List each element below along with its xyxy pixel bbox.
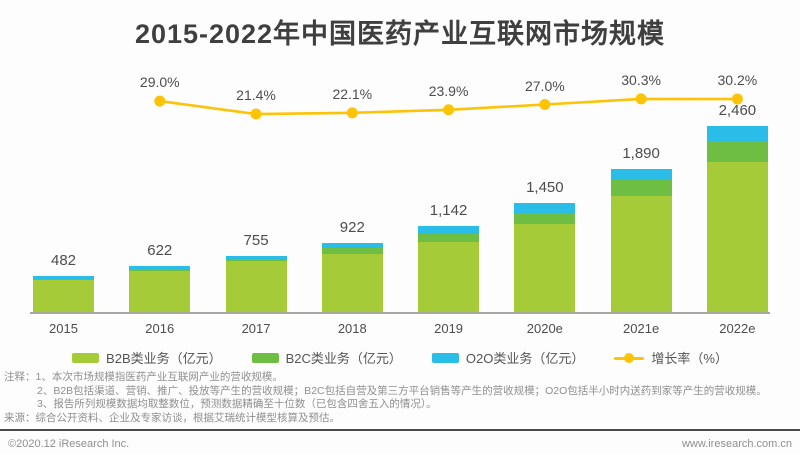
bar-segment (33, 280, 94, 313)
bar-segment (418, 242, 480, 313)
legend-item-b2c: B2C类业务（亿元） (251, 348, 402, 367)
bar-segment (706, 126, 768, 142)
bar-segment (418, 234, 480, 243)
legend-item-o2o: O2O类业务（亿元） (431, 348, 585, 367)
b2b-swatch-icon (72, 352, 100, 363)
growth-point (154, 95, 166, 107)
bar-column-2015 (33, 276, 94, 313)
legend: B2B类业务（亿元） B2C类业务（亿元） O2O类业务（亿元） 增长率（%） (0, 348, 800, 367)
growth-point (539, 99, 551, 110)
legend-label-b2c: B2C类业务（亿元） (285, 351, 402, 366)
legend-item-growth: 增长率（%） (614, 348, 728, 367)
note-line-1: 注释：1、本次市场规模指医药产业互联网产业的营收规模。 (4, 371, 283, 383)
bar-total-label: 2,460 (718, 102, 757, 120)
bar-segment (129, 271, 191, 313)
website-url: www.iresearch.com.cn (681, 438, 792, 450)
growth-point (731, 93, 743, 105)
bar-total-label: 755 (243, 231, 269, 249)
bar-total-label: 482 (50, 252, 77, 270)
bar-segment (514, 223, 576, 313)
bar-column-2016 (129, 265, 191, 313)
growth-point (346, 107, 358, 119)
note-line-2: 2、B2B包括渠道、营销、推广、投放等产生的营收规模；B2C包括自营及第三方平台… (37, 384, 767, 397)
growth-rate-label: 23.9% (428, 82, 469, 99)
bar-column-2022e (706, 126, 768, 313)
x-axis-tick-label: 2019 (434, 321, 464, 336)
bar-segment (610, 180, 672, 197)
growth-line-marker-icon (614, 352, 645, 363)
growth-point (443, 104, 455, 116)
bar-segment (706, 162, 768, 313)
bar-column-2020e (514, 202, 576, 313)
growth-point (635, 93, 647, 105)
note-source: 来源：综合公开资料、企业及专家访谈，根据艾瑞统计模型核算及预估。 (4, 411, 340, 424)
bar-segment (321, 247, 383, 255)
bar-column-2021e (610, 169, 672, 313)
bar-segment (321, 254, 383, 313)
legend-label-b2b: B2B类业务（亿元） (106, 351, 222, 366)
bar-segment (33, 276, 94, 280)
legend-item-b2b: B2B类业务（亿元） (72, 348, 222, 367)
legend-label-growth: 增长率（%） (651, 351, 728, 366)
legend-label-o2o: O2O类业务（亿元） (465, 351, 585, 366)
x-axis-tick-label: 2020e (526, 321, 563, 336)
bar-segment (706, 141, 768, 163)
growth-rate-label: 21.4% (236, 87, 276, 104)
bar-segment (321, 242, 383, 248)
bar-segment (610, 169, 672, 181)
footer: ©2020.12 iResearch Inc. www.iresearch.co… (0, 434, 800, 454)
bar-total-label: 1,890 (622, 145, 660, 163)
bar-segment (225, 258, 287, 261)
x-axis-tick-label: 2016 (145, 321, 175, 336)
growth-rate-label: 27.0% (524, 77, 565, 94)
note-line-3: 3、报告所列规模数据均取整数位，预测数据精确至十位数（已包含四舍五入的情况）。 (37, 398, 437, 410)
bar-segment (33, 279, 94, 281)
growth-rate-label: 30.3% (621, 71, 661, 88)
footer-divider (0, 429, 800, 431)
bar-segment (610, 196, 672, 313)
bar-column-2017 (225, 255, 287, 313)
bar-segment (225, 260, 287, 313)
x-axis-tick-label: 2015 (49, 321, 78, 336)
bar-total-label: 1,450 (526, 178, 564, 196)
growth-rate-label: 22.1% (332, 85, 373, 102)
bar-total-label: 622 (147, 241, 173, 259)
x-axis-tick-label: 2022e (719, 321, 756, 336)
copyright-text: ©2020.12 iResearch Inc. (8, 438, 130, 450)
bar-segment (514, 202, 576, 213)
bar-segment (129, 265, 191, 270)
x-axis-tick-label: 2021e (623, 321, 660, 336)
bar-total-label: 1,142 (429, 202, 468, 220)
chart-title: 2015-2022年中国医药产业互联网市场规模 (134, 19, 666, 49)
bar-total-label: 922 (339, 218, 365, 236)
bar-segment (418, 226, 480, 235)
growth-point (250, 108, 262, 120)
x-axis-tick-label: 2018 (337, 321, 367, 336)
bar-column-2019 (418, 226, 480, 313)
x-axis-line (30, 312, 770, 314)
bar-segment (514, 212, 576, 224)
footnotes: 注释：1、本次市场规模指医药产业互联网产业的营收规模。 2、B2B包括渠道、营销… (4, 371, 796, 425)
x-axis-tick-label: 2017 (241, 321, 271, 336)
o2o-swatch-icon (431, 352, 459, 363)
bar-segment (129, 269, 191, 272)
bar-segment (225, 255, 287, 259)
bar-column-2018 (321, 242, 383, 313)
growth-rate-label: 29.0% (139, 74, 180, 91)
growth-rate-label: 30.2% (717, 72, 758, 89)
b2c-swatch-icon (251, 352, 279, 363)
